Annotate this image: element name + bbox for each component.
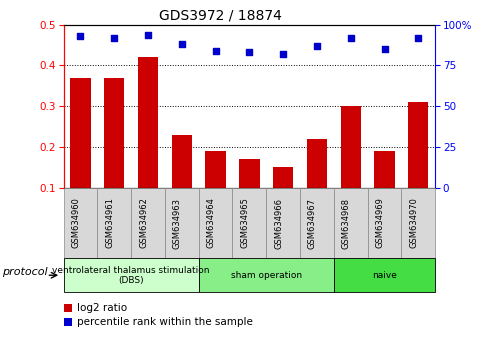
Text: GSM634964: GSM634964	[206, 198, 215, 249]
Text: naive: naive	[371, 271, 396, 280]
Bar	[340, 106, 360, 228]
Text: GSM634961: GSM634961	[105, 198, 114, 249]
Point	[77, 33, 84, 39]
Text: GSM634965: GSM634965	[240, 198, 249, 249]
Text: GSM634966: GSM634966	[274, 198, 283, 249]
Point	[413, 35, 421, 41]
Bar	[138, 57, 158, 228]
Point	[380, 46, 387, 52]
Bar	[239, 159, 259, 228]
Point	[178, 41, 185, 47]
Point	[346, 35, 354, 41]
Text: GSM634962: GSM634962	[139, 198, 148, 249]
Text: ventrolateral thalamus stimulation
(DBS): ventrolateral thalamus stimulation (DBS)	[52, 266, 209, 285]
Text: sham operation: sham operation	[230, 271, 301, 280]
Text: GSM634970: GSM634970	[408, 198, 417, 249]
Bar	[306, 139, 326, 228]
Text: GSM634960: GSM634960	[71, 198, 81, 249]
Point	[279, 51, 286, 57]
Text: protocol: protocol	[2, 267, 48, 277]
Point	[211, 48, 219, 54]
Text: GSM634967: GSM634967	[307, 198, 316, 249]
Text: percentile rank within the sample: percentile rank within the sample	[77, 317, 253, 327]
Text: GSM634968: GSM634968	[341, 198, 350, 249]
Text: GSM634963: GSM634963	[172, 198, 182, 249]
Point	[144, 32, 152, 38]
Bar	[374, 151, 394, 228]
Bar	[171, 135, 192, 228]
Point	[110, 35, 118, 41]
Bar	[104, 78, 124, 228]
Bar	[407, 102, 427, 228]
Bar	[205, 151, 225, 228]
Bar	[272, 167, 293, 228]
Text: GDS3972 / 18874: GDS3972 / 18874	[158, 9, 281, 23]
Text: GSM634969: GSM634969	[375, 198, 384, 249]
Text: log2 ratio: log2 ratio	[77, 303, 127, 313]
Bar	[70, 78, 90, 228]
Point	[312, 43, 320, 49]
Point	[245, 50, 253, 55]
